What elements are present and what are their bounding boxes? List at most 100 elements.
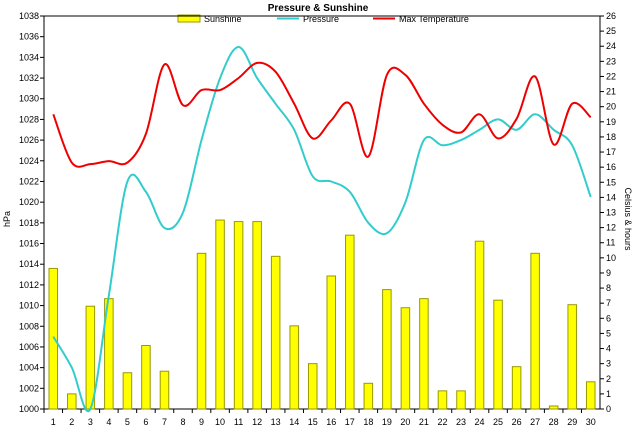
plot-area: 1000100210041006100810101012101410161018… [19, 11, 616, 427]
right-tick-label: 15 [606, 177, 616, 187]
right-tick-label: 14 [606, 192, 616, 202]
left-tick-label: 1036 [19, 32, 39, 42]
sunshine-bar [289, 325, 299, 410]
x-tick-label: 7 [162, 417, 167, 427]
sunshine-bar [382, 289, 392, 410]
left-tick-label: 1000 [19, 404, 39, 414]
x-tick-label: 29 [567, 417, 577, 427]
max-temperature-line [52, 61, 592, 168]
x-tick-label: 28 [549, 417, 559, 427]
legend-label-max-temperature: Max Temperature [399, 14, 469, 24]
x-tick-label: 30 [586, 417, 596, 427]
sunshine-bar [85, 305, 96, 410]
left-tick-label: 1032 [19, 73, 39, 83]
sunshine-bar [270, 255, 281, 410]
right-tick-label: 24 [606, 41, 616, 51]
sunshine-bar [233, 221, 244, 410]
left-tick-label: 1012 [19, 280, 39, 290]
x-tick-label: 27 [530, 417, 540, 427]
plot-frame [43, 15, 601, 410]
right-tick-label: 25 [606, 26, 616, 36]
left-tick-label: 1004 [19, 363, 39, 373]
right-tick-label: 19 [606, 117, 616, 127]
sunshine-bar [159, 370, 170, 410]
legend-label-pressure: Pressure [303, 14, 339, 24]
sunshine-bar [548, 405, 559, 410]
sunshine-bar [307, 363, 318, 410]
left-tick-label: 1030 [19, 94, 39, 104]
left-tick-label: 1014 [19, 259, 39, 269]
right-tick-label: 23 [606, 56, 616, 66]
right-tick-label: 3 [606, 359, 611, 369]
left-tick-label: 1022 [19, 176, 39, 186]
x-tick-label: 5 [125, 417, 130, 427]
left-tick-label: 1002 [19, 383, 39, 393]
left-tick-label: 1026 [19, 135, 39, 145]
x-tick-label: 17 [345, 417, 355, 427]
x-tick-label: 20 [400, 417, 410, 427]
left-tick-label: 1028 [19, 114, 39, 124]
sunshine-bar [345, 234, 355, 410]
x-tick-label: 4 [106, 417, 111, 427]
sunshine-bar [474, 240, 485, 410]
right-tick-label: 6 [606, 313, 611, 323]
left-tick-label: 1006 [19, 342, 39, 352]
right-tick-label: 26 [606, 11, 616, 21]
right-tick-label: 13 [606, 208, 616, 218]
left-tick-label: 1016 [19, 239, 39, 249]
left-tick-label: 1020 [19, 197, 39, 207]
right-tick-label: 22 [606, 71, 616, 81]
sunshine-bar [567, 304, 577, 410]
x-tick-label: 2 [69, 417, 74, 427]
sunshine-bar [419, 298, 429, 410]
x-tick-label: 25 [493, 417, 503, 427]
x-tick-label: 23 [456, 417, 466, 427]
x-tick-label: 21 [419, 417, 429, 427]
sunshine-bar [215, 219, 225, 410]
sunshine-bar [511, 366, 522, 410]
x-tick-label: 12 [252, 417, 262, 427]
right-tick-label: 9 [606, 268, 611, 278]
x-tick-label: 14 [289, 417, 299, 427]
x-tick-label: 13 [271, 417, 281, 427]
left-tick-label: 1024 [19, 156, 39, 166]
left-tick-label: 1010 [19, 301, 39, 311]
pressure-line [52, 45, 592, 413]
sunshine-bar [437, 390, 448, 410]
sunshine-bar [585, 381, 596, 410]
legend-swatch-sunshine [177, 14, 201, 23]
sunshine-bar [493, 299, 503, 410]
x-tick-label: 3 [88, 417, 93, 427]
sunshine-bar [530, 252, 540, 410]
x-tick-label: 19 [382, 417, 392, 427]
left-axis-label: hPa [2, 211, 12, 227]
left-tick-label: 1018 [19, 218, 39, 228]
sunshine-bar [400, 307, 411, 410]
sunshine-bar [141, 345, 151, 410]
x-tick-label: 26 [512, 417, 522, 427]
left-tick-label: 1008 [19, 321, 39, 331]
sunshine-bar [196, 252, 207, 410]
x-tick-label: 10 [215, 417, 225, 427]
sunshine-bar [363, 382, 374, 410]
x-tick-label: 8 [180, 417, 185, 427]
sunshine-bar [252, 221, 262, 410]
sunshine-bar [326, 275, 337, 410]
sunshine-bar [67, 393, 77, 410]
legend: Sunshine Pressure Max Temperature [177, 14, 469, 24]
right-tick-label: 4 [606, 344, 611, 354]
x-tick-label: 9 [199, 417, 204, 427]
x-tick-label: 18 [363, 417, 373, 427]
right-tick-label: 2 [606, 374, 611, 384]
x-tick-label: 16 [326, 417, 336, 427]
right-tick-label: 5 [606, 328, 611, 338]
sunshine-bar [456, 390, 466, 410]
x-tick-label: 11 [234, 417, 243, 427]
right-tick-label: 10 [606, 253, 616, 263]
right-tick-label: 20 [606, 102, 616, 112]
right-axis-label: Celsius & hours [623, 187, 633, 251]
right-tick-label: 0 [606, 404, 611, 414]
right-tick-label: 16 [606, 162, 616, 172]
right-tick-label: 1 [606, 389, 611, 399]
